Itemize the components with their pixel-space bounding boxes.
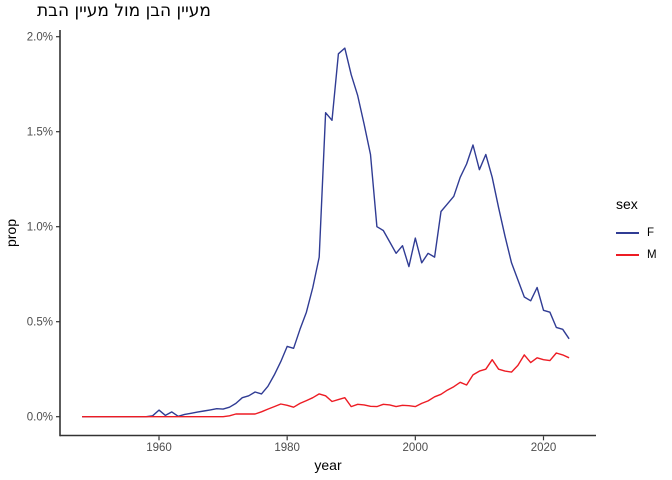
y-tick-label: 1.5% [27, 126, 53, 138]
x-axis-title: year [314, 457, 342, 473]
x-tick-label: 2000 [403, 442, 429, 454]
y-tick-label: 0.0% [27, 411, 53, 423]
legend-title: sex [616, 196, 638, 212]
y-axis-title: prop [3, 218, 19, 248]
legend-label-m: M [647, 249, 657, 261]
y-tick-label: 2.0% [27, 31, 53, 43]
legend: sex F M [616, 196, 657, 266]
series-line-m [82, 352, 570, 418]
series-line-f [82, 47, 570, 418]
legend-key-line-f [616, 232, 639, 234]
legend-entry-m: M [616, 244, 657, 266]
y-tick-label: 0.5% [27, 316, 53, 328]
x-tick-label: 2020 [531, 442, 557, 454]
legend-key-line-m [616, 254, 639, 256]
x-tick-label: 1960 [146, 442, 172, 454]
chart-title: מעיין הבן מול מעיין הבת [37, 1, 211, 21]
legend-label-f: F [647, 227, 655, 239]
y-tick-label: 1.0% [27, 221, 53, 233]
x-tick-label: 1980 [274, 442, 300, 454]
legend-entry-f: F [616, 222, 657, 244]
